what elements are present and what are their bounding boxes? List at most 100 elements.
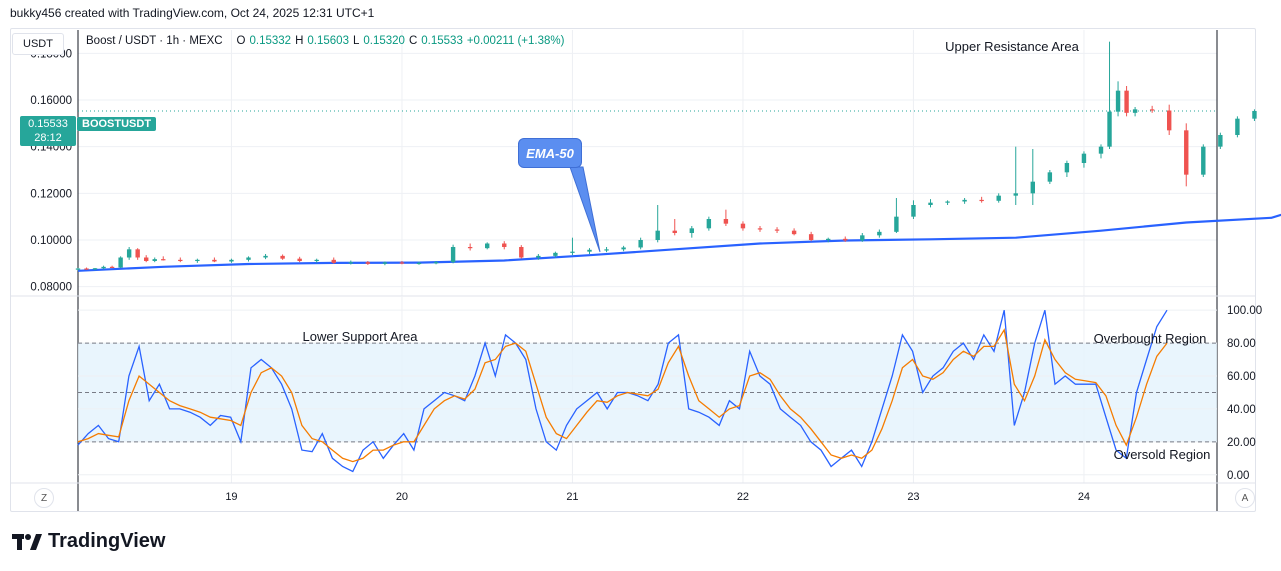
candle-22 bbox=[365, 261, 371, 265]
candle-body bbox=[152, 259, 157, 261]
chart-frame bbox=[10, 28, 1256, 512]
candle-66 bbox=[1107, 41, 1112, 149]
candle-7 bbox=[135, 248, 140, 260]
candle-24 bbox=[399, 261, 405, 265]
candle-2 bbox=[92, 268, 98, 271]
candle-body bbox=[1184, 130, 1189, 175]
candle-18 bbox=[297, 256, 302, 263]
candle-62 bbox=[1047, 170, 1053, 184]
stoch-tick-label: 100.00 bbox=[1227, 305, 1262, 317]
candle-42 bbox=[706, 216, 712, 231]
x-tick-label-20: 20 bbox=[396, 491, 408, 503]
symbol-legend: Boost / USDT · 1h · MEXC O 0.15332 H 0.156… bbox=[86, 35, 564, 47]
candle-33 bbox=[553, 251, 558, 258]
candle-20 bbox=[331, 257, 336, 264]
tradingview-logo[interactable]: TradingView bbox=[12, 530, 165, 553]
stoch-d-line bbox=[77, 328, 1168, 463]
candle-30 bbox=[502, 241, 507, 250]
candle-58 bbox=[979, 196, 984, 203]
candle-body bbox=[621, 247, 626, 250]
legend-symbol[interactable]: Boost / USDT · 1h · MEXC bbox=[86, 35, 223, 47]
candle-70 bbox=[1149, 105, 1155, 113]
candle-72 bbox=[1184, 123, 1189, 187]
candle-body bbox=[84, 268, 89, 270]
candle-75 bbox=[1235, 116, 1240, 138]
lower-support-label: Lower Support Area bbox=[303, 329, 419, 344]
price-tick-label: 0.12000 bbox=[30, 188, 72, 200]
stoch-tick-label: 20.00 bbox=[1227, 437, 1256, 449]
candle-52 bbox=[877, 229, 882, 238]
candle-body bbox=[450, 247, 456, 263]
unit-selector[interactable]: USDT bbox=[12, 33, 64, 55]
candle-25 bbox=[416, 261, 422, 265]
candle-59 bbox=[996, 193, 1001, 203]
candle-4 bbox=[109, 265, 115, 269]
stoch-tick-label: 80.00 bbox=[1227, 338, 1256, 350]
candle-32 bbox=[536, 254, 541, 260]
candle-body bbox=[433, 262, 439, 264]
candle-44 bbox=[740, 221, 746, 231]
candle-73 bbox=[1201, 144, 1206, 177]
legend-low: 0.15320 bbox=[363, 35, 405, 47]
candle-48 bbox=[808, 231, 814, 242]
candle-body bbox=[689, 228, 694, 233]
legend-open: 0.15332 bbox=[249, 35, 292, 47]
candle-17 bbox=[280, 254, 285, 260]
candle-body bbox=[1218, 135, 1223, 147]
stoch-tick-label: 60.00 bbox=[1227, 371, 1256, 383]
ema-callout: EMA-50 bbox=[518, 138, 582, 168]
price-tick-label: 0.08000 bbox=[30, 282, 72, 294]
candle-body bbox=[485, 243, 490, 249]
candle-8 bbox=[144, 255, 149, 263]
candle-body bbox=[467, 247, 473, 249]
candle-body bbox=[1124, 90, 1129, 113]
candle-body bbox=[740, 223, 746, 229]
candle-76 bbox=[1252, 109, 1257, 121]
legend-c-label: C bbox=[408, 35, 418, 47]
candle-39 bbox=[655, 205, 660, 243]
candle-countdown: 28:12 bbox=[34, 132, 62, 144]
candle-body bbox=[519, 247, 524, 258]
candle-body bbox=[877, 231, 882, 236]
candle-15 bbox=[246, 256, 251, 262]
candle-26 bbox=[433, 261, 439, 265]
candle-body bbox=[195, 259, 200, 262]
candle-47 bbox=[791, 228, 797, 236]
candle-body bbox=[894, 216, 899, 232]
candle-60 bbox=[1013, 146, 1018, 205]
candle-body bbox=[723, 219, 729, 224]
candle-14 bbox=[229, 258, 234, 263]
candle-body bbox=[706, 219, 712, 229]
candle-body bbox=[1081, 153, 1087, 163]
ema-callout-pointer bbox=[569, 166, 601, 253]
candle-body bbox=[109, 266, 115, 269]
candle-1 bbox=[84, 267, 89, 270]
candle-body bbox=[118, 257, 123, 268]
candle-43 bbox=[723, 209, 729, 226]
zoom-button[interactable]: Z bbox=[34, 488, 54, 508]
candle-body bbox=[757, 228, 763, 230]
legend-h-label: H bbox=[295, 35, 304, 47]
candle-50 bbox=[843, 236, 848, 242]
candle-13 bbox=[212, 257, 217, 263]
candle-63 bbox=[1064, 160, 1070, 177]
candle-body bbox=[314, 259, 319, 262]
candle-body bbox=[979, 199, 984, 202]
ema-50-line bbox=[77, 213, 1281, 272]
candle-46 bbox=[774, 227, 780, 233]
candle-body bbox=[928, 202, 933, 205]
candle-body bbox=[365, 262, 371, 264]
stoch-k-line bbox=[77, 309, 1168, 473]
candle-body bbox=[536, 255, 541, 258]
candle-40 bbox=[672, 219, 677, 236]
legend-high: 0.15603 bbox=[307, 35, 349, 47]
stoch-tick-label: 0.00 bbox=[1227, 470, 1249, 482]
candle-body bbox=[92, 268, 98, 270]
candle-body bbox=[1047, 172, 1053, 182]
candle-body bbox=[246, 257, 251, 260]
legend-change: +0.00211 (+1.38%) bbox=[466, 35, 565, 47]
auto-scale-button[interactable]: A bbox=[1235, 488, 1255, 508]
candle-3 bbox=[101, 265, 106, 270]
candle-body bbox=[1064, 163, 1070, 173]
